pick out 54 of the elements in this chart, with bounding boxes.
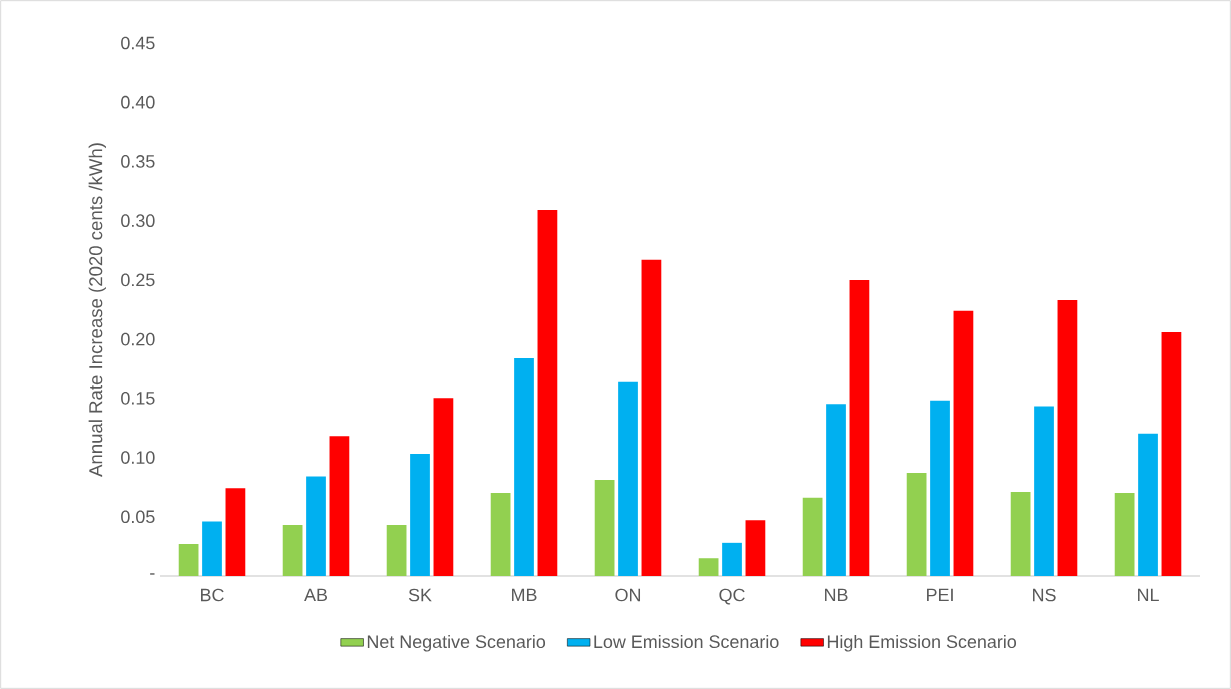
- bar: [722, 542, 742, 576]
- y-tick-label: 0.35: [121, 155, 155, 168]
- bar: [930, 400, 950, 576]
- x-tick-label: BC: [201, 588, 224, 602]
- x-tick-label: NS: [1033, 588, 1056, 602]
- bar: [386, 525, 407, 576]
- bar: [537, 210, 558, 576]
- bar: [1057, 300, 1078, 576]
- y-axis-title: Annual Rate Increase (2020 cents /kWh): [88, 143, 106, 477]
- bar: [906, 472, 927, 576]
- bar: [953, 310, 974, 576]
- y-tick-label: 0.15: [121, 391, 155, 405]
- y-tick-label: -: [150, 573, 155, 575]
- x-tick-label: ON: [615, 588, 641, 602]
- bar: [225, 488, 246, 576]
- bar: [745, 520, 766, 576]
- x-tick-label: MB: [512, 588, 537, 601]
- bar: [329, 436, 350, 576]
- y-tick-label: 0.25: [121, 273, 155, 287]
- bar: [202, 521, 222, 576]
- x-tick-label: SK: [408, 588, 432, 602]
- bar: [849, 279, 870, 576]
- x-tick-label: PEI: [927, 588, 953, 601]
- bar: [1010, 491, 1031, 576]
- bar: [698, 558, 719, 576]
- y-tick-label: 0.40: [121, 95, 155, 109]
- bar: [433, 398, 454, 576]
- bar: [306, 476, 326, 576]
- y-tick-label: 0.10: [121, 451, 155, 464]
- bar: [1114, 493, 1135, 576]
- bar: [514, 358, 534, 576]
- bar: [618, 381, 638, 576]
- bar: [802, 497, 823, 576]
- x-tick-label: NL: [1138, 588, 1159, 601]
- legend-label: High Emission Scenario: [827, 634, 1017, 652]
- y-tick-label: 0.45: [121, 36, 155, 50]
- legend-label: Net Negative Scenario: [367, 634, 546, 652]
- bar: [178, 544, 199, 576]
- legend-label: Low Emission Scenario: [594, 634, 779, 649]
- y-tick-label: 0.05: [121, 510, 155, 524]
- bar: [1138, 433, 1158, 576]
- bar: [826, 404, 846, 576]
- y-tick-label: 0.30: [121, 214, 155, 227]
- y-tick-label: 0.20: [121, 332, 155, 346]
- x-tick-label: NB: [825, 588, 848, 601]
- bar: [641, 259, 662, 576]
- bar: [410, 454, 430, 576]
- bar: [490, 493, 511, 576]
- x-tick-label: QC: [719, 588, 745, 605]
- bar: [594, 480, 615, 576]
- bar: [1161, 332, 1182, 576]
- bar: [282, 525, 303, 576]
- bar: [1034, 406, 1054, 576]
- x-tick-label: AB: [304, 588, 328, 601]
